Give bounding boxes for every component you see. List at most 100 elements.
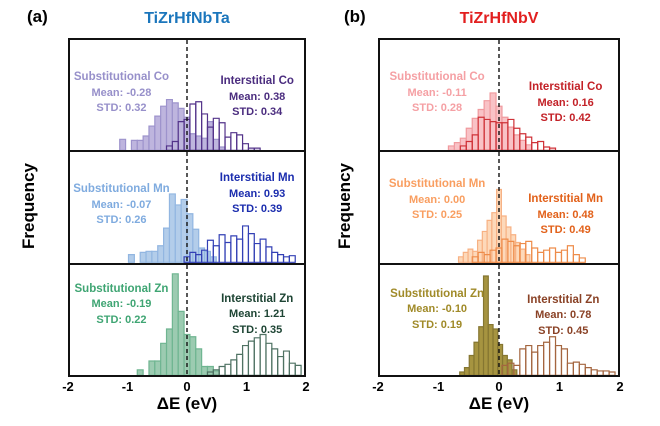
- histogram-bar: [550, 248, 556, 262]
- histogram-bar: [556, 253, 562, 263]
- series-mean: Mean: -0.28: [91, 86, 152, 99]
- histogram-b-mn: [380, 152, 618, 263]
- histogram-bar: [237, 239, 243, 262]
- histogram-bar: [202, 366, 208, 375]
- histogram-bar: [464, 367, 469, 375]
- panel-label-b: (b): [344, 7, 366, 26]
- histogram-bar: [231, 360, 237, 375]
- histogram-bar: [493, 329, 498, 375]
- histogram-bar: [254, 337, 260, 375]
- histogram-bar: [266, 247, 272, 262]
- y-axis-label-b: Frequency: [335, 163, 354, 249]
- annotation-interstitial-co-a: Interstitial Co Mean: 0.38 STD: 0.34: [220, 74, 293, 121]
- histogram-bar: [213, 139, 219, 151]
- series-mean: Mean: 0.16: [537, 96, 594, 109]
- histogram-bar: [508, 127, 514, 151]
- histogram-bar: [448, 146, 454, 151]
- histogram-bar: [532, 143, 538, 151]
- histogram-bar: [149, 361, 155, 375]
- series-std: STD: 0.25: [412, 209, 463, 222]
- histogram-bar: [520, 249, 525, 263]
- histogram-bar: [164, 228, 170, 263]
- series-std: STD: 0.45: [538, 324, 589, 337]
- x-tick-label: -1: [121, 379, 134, 394]
- annotation-substitutional-mn-a: Substitutional Mn Mean: -0.07 STD: 0.26: [73, 182, 169, 229]
- histogram-bar: [196, 349, 202, 375]
- series-mean: Mean: 0.00: [408, 193, 466, 206]
- series-name: Interstitial Co: [528, 81, 603, 93]
- histogram-bar: [272, 253, 278, 263]
- histogram-bar: [254, 148, 260, 150]
- series-name: Substitutional Mn: [388, 178, 486, 191]
- histogram-bar: [573, 362, 579, 375]
- subplot-b-co: Substitutional Co Mean: -0.11 STD: 0.28 …: [380, 40, 618, 153]
- histogram-bar: [260, 334, 266, 375]
- histogram-bar: [219, 235, 225, 263]
- y-axis-label-a: Frequency: [19, 163, 38, 249]
- histogram-bar: [178, 108, 184, 151]
- histogram-bar: [237, 135, 243, 150]
- histogram-bar: [237, 354, 243, 375]
- series-std: STD: 0.26: [96, 214, 147, 227]
- histogram-bar: [488, 324, 493, 375]
- series-std: STD: 0.42: [540, 112, 591, 124]
- histogram-bar: [231, 133, 237, 151]
- histogram-bar: [231, 236, 237, 262]
- histogram-bar: [260, 239, 266, 262]
- histogram-a-mn: [70, 152, 304, 263]
- subplot-b-zn: Substitutional Zn Mean: -0.10 STD: 0.19 …: [380, 265, 618, 375]
- histogram-bar: [544, 251, 550, 263]
- histogram-bar: [140, 253, 146, 263]
- x-tick-label: 0: [495, 379, 503, 394]
- histogram-bar: [567, 363, 573, 375]
- histogram-bar: [466, 128, 472, 151]
- series-mean: Mean: -0.19: [91, 298, 152, 311]
- histogram-bar: [526, 345, 532, 375]
- series-name: Substitutional Mn: [73, 183, 170, 196]
- histogram-bar: [254, 244, 260, 263]
- histogram-bar: [585, 367, 591, 375]
- series-name: Interstitial Zn: [527, 293, 600, 306]
- histogram-a-zn: [70, 265, 304, 375]
- histogram-bar: [484, 276, 489, 375]
- histogram-bar: [289, 363, 295, 375]
- x-tick-label: 0: [183, 379, 191, 394]
- histogram-bar: [190, 336, 196, 375]
- histogram-bar: [184, 334, 190, 375]
- x-axis-ticks-b: -2 -1 0 1 2: [372, 379, 623, 394]
- histogram-bar: [550, 148, 556, 150]
- histogram-b-co: [380, 40, 618, 151]
- histogram-bar: [158, 246, 164, 263]
- annotation-interstitial-zn-a: Interstitial Zn Mean: 1.21 STD: 0.35: [221, 292, 293, 339]
- series-name: Interstitial Co: [220, 75, 294, 87]
- histogram-bar: [479, 326, 484, 375]
- histogram-bar: [561, 251, 567, 263]
- histogram-bar: [175, 205, 181, 263]
- histogram-bar: [514, 135, 520, 151]
- histogram-a-co: [70, 40, 304, 151]
- histogram-bar: [193, 230, 199, 263]
- histogram-bar: [459, 257, 464, 263]
- histogram-bar: [219, 123, 225, 151]
- histogram-bar: [550, 336, 556, 375]
- histogram-bar: [243, 144, 249, 151]
- histogram-bar: [474, 342, 479, 375]
- histogram-bar: [460, 138, 466, 151]
- histogram-bar: [460, 372, 465, 375]
- histogram-bar: [463, 253, 468, 263]
- series-mean: Mean: -0.10: [407, 303, 468, 316]
- histogram-bar: [266, 343, 272, 375]
- subplot-a-mn: Substitutional Mn Mean: -0.07 STD: 0.26 …: [70, 152, 304, 265]
- series-name: Substitutional Zn: [390, 287, 485, 300]
- series-name: Interstitial Mn: [219, 172, 295, 185]
- histogram-bar: [190, 134, 196, 151]
- annotation-interstitial-co-b: Interstitial Co Mean: 0.16 STD: 0.42: [529, 80, 602, 127]
- series-std: STD: 0.39: [232, 203, 283, 216]
- histogram-bar: [567, 246, 573, 263]
- series-name: Interstitial Mn: [528, 193, 604, 206]
- histogram-bar: [169, 194, 175, 263]
- plot-a: Substitutional Co Mean: -0.28 STD: 0.32 …: [68, 38, 306, 377]
- histogram-bar: [219, 366, 225, 375]
- histogram-bar: [225, 243, 231, 263]
- histogram-b-zn: [380, 265, 618, 375]
